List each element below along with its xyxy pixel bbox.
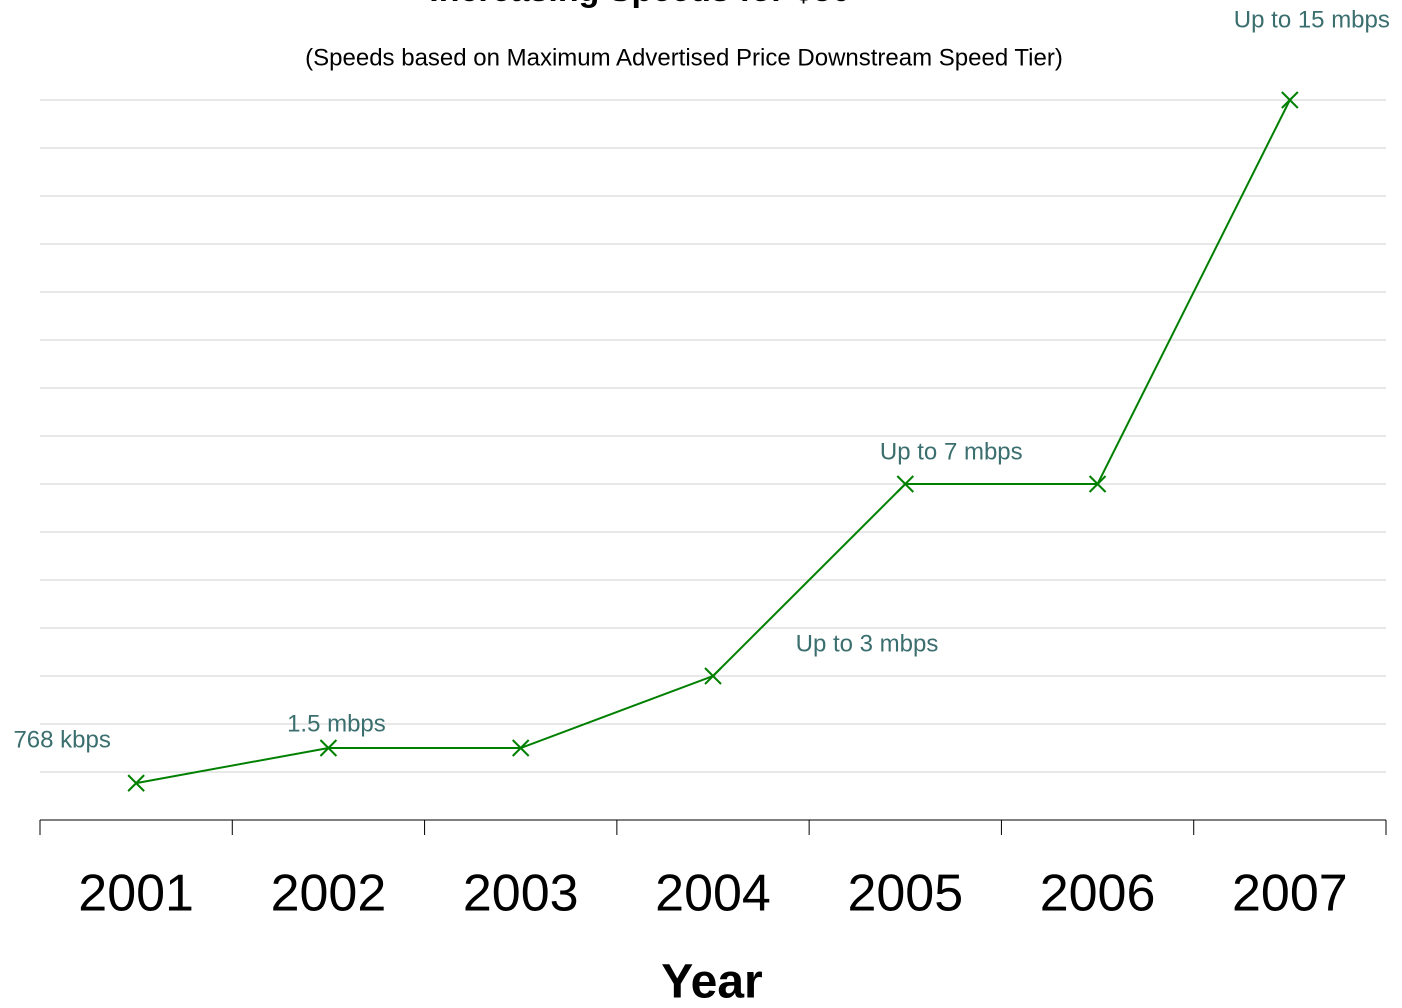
data-marker: [896, 475, 914, 493]
data-label: Up to 15 mbps: [1234, 6, 1390, 33]
data-label: Up to 7 mbps: [880, 438, 1023, 465]
x-tick-label: 2002: [271, 865, 387, 923]
x-tick-label: 2004: [655, 865, 771, 923]
x-axis-title: Year: [661, 956, 762, 1008]
chart-subtitle: (Speeds based on Maximum Advertised Pric…: [305, 44, 1063, 71]
data-marker: [1088, 475, 1107, 493]
x-tick-label: 2006: [1040, 865, 1156, 923]
x-tick-label: 2007: [1232, 865, 1348, 923]
data-marker: [319, 739, 338, 757]
data-marker: [127, 774, 145, 792]
x-tick-label: 2001: [78, 865, 194, 923]
x-tick-label: 2003: [463, 865, 579, 923]
data-marker: [1281, 91, 1299, 109]
data-label: 768 kbps: [13, 726, 110, 753]
data-line: [135, 99, 1291, 785]
chart-title: Increasing Speeds for $50: [429, 0, 850, 9]
data-marker: [704, 667, 722, 685]
x-tick-label: 2005: [847, 865, 963, 923]
data-marker: [512, 739, 530, 757]
data-label: Up to 3 mbps: [796, 630, 939, 657]
data-label: 1.5 mbps: [287, 710, 386, 737]
